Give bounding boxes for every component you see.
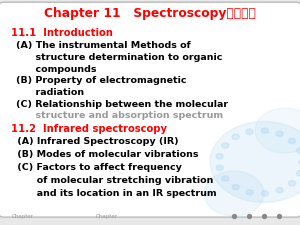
Text: (B) Modes of molecular vibrations: (B) Modes of molecular vibrations xyxy=(14,150,198,159)
Circle shape xyxy=(232,134,239,140)
Circle shape xyxy=(276,187,283,193)
Circle shape xyxy=(255,108,300,153)
Text: and its location in an IR spectrum: and its location in an IR spectrum xyxy=(14,189,216,198)
Circle shape xyxy=(216,153,223,159)
Text: structure determination to organic: structure determination to organic xyxy=(16,53,223,62)
Text: structure and absorption spectrum: structure and absorption spectrum xyxy=(16,111,223,120)
Circle shape xyxy=(297,148,300,153)
Circle shape xyxy=(276,131,283,137)
Circle shape xyxy=(222,176,229,181)
Text: 11.1  Introduction: 11.1 Introduction xyxy=(11,28,112,38)
Text: 11.2  Infrared spectroscopy: 11.2 Infrared spectroscopy xyxy=(11,124,166,134)
Circle shape xyxy=(246,190,253,195)
Circle shape xyxy=(232,184,239,190)
Circle shape xyxy=(261,191,268,196)
Circle shape xyxy=(288,138,296,144)
Circle shape xyxy=(222,143,229,148)
Text: Chapter: Chapter xyxy=(96,214,118,219)
Text: Chapter: Chapter xyxy=(12,214,34,219)
FancyBboxPatch shape xyxy=(0,2,300,217)
Circle shape xyxy=(210,122,300,202)
Circle shape xyxy=(299,159,300,165)
Circle shape xyxy=(261,128,268,133)
Circle shape xyxy=(246,129,253,134)
Text: (C) Factors to affect frequency: (C) Factors to affect frequency xyxy=(14,163,181,172)
Text: (C) Relationship between the molecular: (C) Relationship between the molecular xyxy=(16,100,229,109)
Text: (A) Infrared Spectroscopy (IR): (A) Infrared Spectroscopy (IR) xyxy=(14,137,178,146)
Text: compounds: compounds xyxy=(16,65,97,74)
Text: (A) The instrumental Methods of: (A) The instrumental Methods of xyxy=(16,41,191,50)
Text: Chapter 11   Spectroscopy（波谱）: Chapter 11 Spectroscopy（波谱） xyxy=(44,7,256,20)
Circle shape xyxy=(204,171,264,216)
Text: of molecular stretching vibration: of molecular stretching vibration xyxy=(14,176,213,185)
Circle shape xyxy=(216,165,223,171)
Circle shape xyxy=(297,171,300,176)
Text: radiation: radiation xyxy=(16,88,85,97)
Circle shape xyxy=(288,180,296,186)
Circle shape xyxy=(299,159,300,165)
Text: (B) Property of electromagnetic: (B) Property of electromagnetic xyxy=(16,76,187,85)
